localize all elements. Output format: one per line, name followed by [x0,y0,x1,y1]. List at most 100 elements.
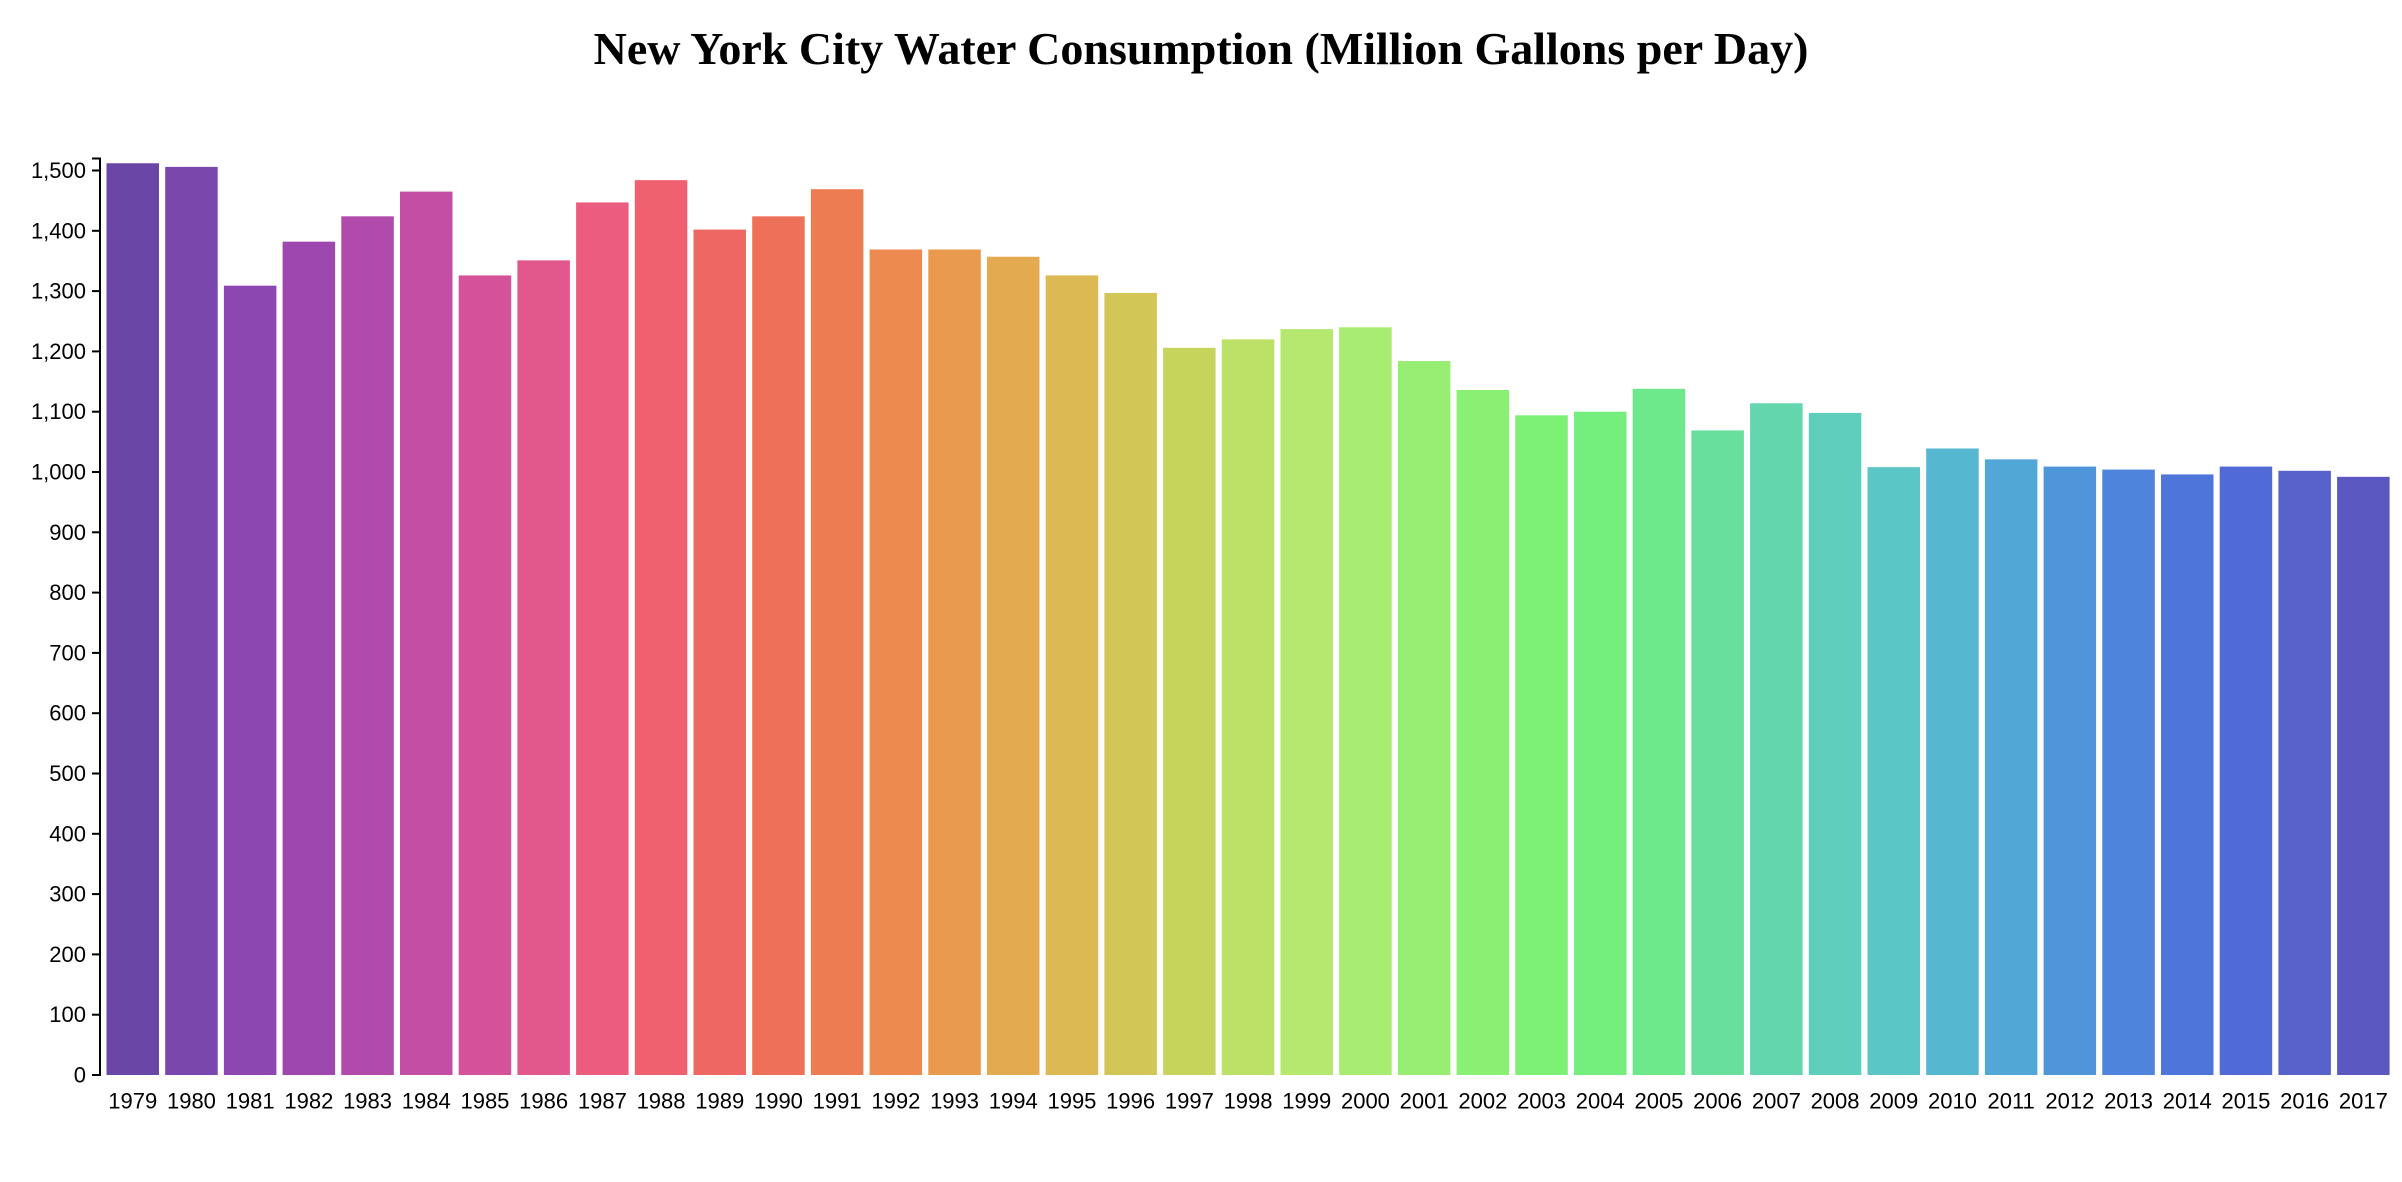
x-tick-label: 1989 [695,1089,744,1114]
x-tick-label: 1981 [226,1089,275,1114]
bar-1988[interactable] [634,180,688,1075]
x-tick-label: 2001 [1400,1089,1449,1114]
y-tick-label: 0 [74,1063,86,1088]
bar-1985[interactable] [458,275,512,1075]
y-tick-label: 800 [49,580,86,605]
y-tick-label: 500 [49,761,86,786]
y-tick-label: 100 [49,1002,86,1027]
bar-1979[interactable] [106,163,160,1075]
chart-title: New York City Water Consumption (Million… [593,23,1809,74]
bar-2013[interactable] [2102,469,2155,1075]
y-tick-label: 1,400 [31,218,86,243]
x-tick-label: 2004 [1576,1089,1625,1114]
bar-1989[interactable] [693,229,747,1075]
bar-1995[interactable] [1045,275,1099,1075]
x-tick-label: 2003 [1517,1089,1566,1114]
x-tick-label: 1995 [1047,1089,1096,1114]
x-tick-label: 1999 [1282,1089,1331,1114]
bar-1996[interactable] [1104,292,1157,1075]
x-tick-label: 1993 [930,1089,979,1114]
bar-1987[interactable] [576,202,629,1076]
y-tick-label: 600 [49,701,86,726]
y-tick-label: 900 [49,520,86,545]
y-tick-label: 1,300 [31,279,86,304]
x-tick-label: 2002 [1458,1089,1507,1114]
x-axis: 1979 1980 1981 1982 1983 1984 1985 1986 1987 1988… [108,1089,2388,1114]
bar-2007[interactable] [1750,403,1803,1075]
x-tick-label: 2011 [1987,1089,2034,1114]
y-tick-label: 1,000 [31,460,86,485]
bar-1999[interactable] [1280,329,1334,1075]
bar-1991[interactable] [810,189,864,1075]
bar-2015[interactable] [2219,466,2273,1075]
y-tick-label: 1,200 [31,339,86,364]
x-tick-label: 1984 [402,1089,451,1114]
bar-2011[interactable] [1984,459,2038,1075]
bar-2001[interactable] [1397,361,1451,1076]
x-tick-label: 1988 [637,1089,686,1114]
bar-2006[interactable] [1691,430,1744,1075]
x-tick-label: 1987 [578,1089,627,1114]
x-tick-label: 2005 [1634,1089,1683,1114]
bar-1986[interactable] [517,260,570,1075]
y-tick-label: 300 [49,882,86,907]
x-tick-label: 1997 [1165,1089,1214,1114]
bar-1993[interactable] [928,249,981,1076]
y-tick-label: 700 [49,640,86,665]
x-tick-label: 2006 [1693,1089,1742,1114]
bar-2017[interactable] [2337,476,2390,1076]
bar-1997[interactable] [1163,347,1216,1076]
x-tick-label: 1991 [813,1089,862,1114]
bar-2008[interactable] [1808,412,1862,1075]
bar-2012[interactable] [2043,466,2097,1075]
bar-1983[interactable] [341,216,394,1075]
x-tick-label: 2010 [1928,1089,1977,1114]
bar-2016[interactable] [2278,470,2331,1075]
x-tick-label: 1980 [167,1089,216,1114]
x-tick-label: 2009 [1869,1089,1918,1114]
x-tick-label: 1979 [108,1089,157,1114]
y-tick-label: 1,100 [31,399,86,424]
y-axis-line [92,157,101,1076]
y-axis: 0 100 200 300 400 500 600 700 800 900 1,000 1,100 1,… [31,157,101,1088]
x-tick-label: 2000 [1341,1089,1390,1114]
x-tick-label: 1982 [284,1089,333,1114]
bar-1994[interactable] [987,256,1040,1075]
x-tick-label: 2016 [2280,1089,2329,1114]
x-tick-label: 1998 [1224,1089,1273,1114]
bar-2010[interactable] [1926,448,1979,1075]
x-tick-label: 2007 [1752,1089,1801,1114]
x-tick-label: 2017 [2339,1089,2388,1114]
bar-1984[interactable] [400,191,453,1076]
x-tick-label: 1996 [1106,1089,1155,1114]
bar-2003[interactable] [1515,415,1568,1075]
y-tick-label: 200 [49,942,86,967]
x-tick-label: 1986 [519,1089,568,1114]
bar-1981[interactable] [223,285,277,1076]
bar-1998[interactable] [1221,339,1275,1076]
bar-2002[interactable] [1456,389,1510,1075]
x-tick-label: 2008 [1811,1089,1860,1114]
x-tick-label: 1985 [460,1089,509,1114]
bar-1990[interactable] [752,216,805,1075]
bar-2005[interactable] [1632,388,1686,1075]
x-tick-label: 2012 [2045,1089,2094,1114]
bar-1980[interactable] [165,166,218,1075]
x-tick-label: 1994 [989,1089,1038,1114]
bars-group [106,163,2390,1076]
x-tick-label: 2013 [2104,1089,2153,1114]
x-tick-label: 2015 [2221,1089,2270,1114]
bar-2014[interactable] [2161,474,2214,1075]
bar-1992[interactable] [869,249,923,1076]
bar-1982[interactable] [282,241,336,1076]
x-tick-label: 1983 [343,1089,392,1114]
y-tick-label: 1,500 [31,158,86,183]
bar-2004[interactable] [1574,411,1627,1075]
x-tick-label: 1990 [754,1089,803,1114]
bar-2000[interactable] [1339,327,1392,1075]
bar-2009[interactable] [1867,467,1921,1075]
x-tick-label: 1992 [871,1089,920,1114]
x-tick-label: 2014 [2163,1089,2212,1114]
y-tick-label: 400 [49,821,86,846]
